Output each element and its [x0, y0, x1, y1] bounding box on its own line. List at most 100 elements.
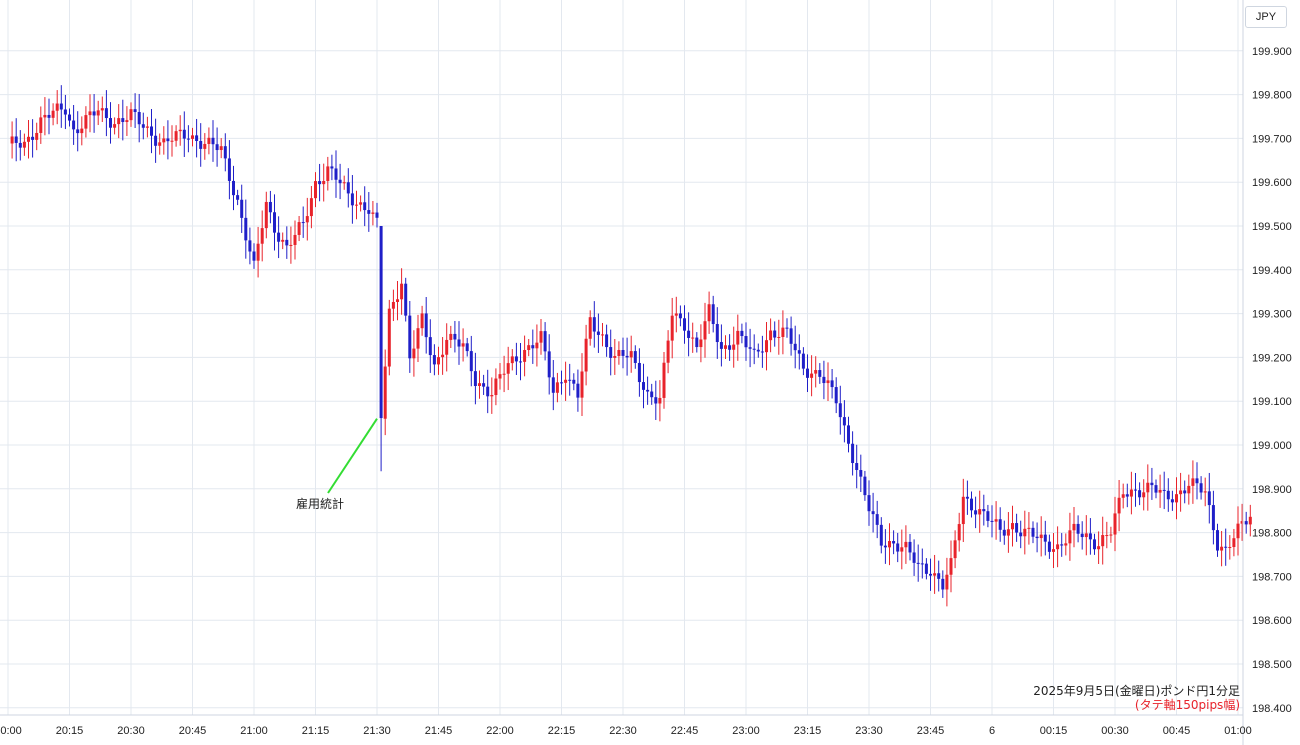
candle-body: [1084, 533, 1088, 538]
candle-body: [945, 574, 949, 590]
candle-body: [482, 383, 486, 387]
candle-body: [55, 103, 59, 111]
candle-body: [10, 136, 14, 144]
candle-body: [1199, 483, 1203, 493]
x-tick-label: 20:45: [179, 725, 207, 737]
candle-body: [383, 366, 387, 419]
candle-body: [1056, 544, 1060, 550]
candle-body: [588, 317, 592, 339]
candle-body: [461, 343, 465, 347]
candle-body: [810, 373, 814, 378]
candle-body: [703, 321, 707, 340]
candle-body: [535, 342, 539, 349]
candle-body: [158, 142, 162, 146]
candle-body: [855, 463, 859, 471]
candle-body: [109, 118, 112, 128]
candle-body: [797, 350, 801, 354]
candle-body: [236, 195, 240, 200]
x-tick-label: 23:15: [794, 725, 822, 737]
candle-body: [781, 327, 785, 337]
candle-body: [408, 315, 412, 359]
candle-body: [1142, 492, 1146, 498]
candle-body: [178, 129, 182, 132]
candle-body: [420, 313, 424, 329]
candle-body: [724, 345, 727, 349]
currency-button[interactable]: JPY: [1245, 6, 1287, 28]
candle-body: [318, 181, 322, 185]
x-tick-label: 00:45: [1163, 725, 1191, 737]
candle-body: [1138, 490, 1142, 498]
candle-body: [678, 313, 682, 319]
candle-body: [14, 136, 18, 143]
candle-body: [1039, 534, 1043, 539]
candle-body: [658, 397, 662, 404]
candle-body: [1060, 544, 1064, 546]
candle-body: [719, 342, 723, 349]
candle-body: [506, 363, 510, 374]
candle-body: [785, 327, 789, 329]
candle-body: [1097, 546, 1101, 550]
candle-body: [141, 124, 145, 128]
candle-body: [256, 243, 260, 261]
candle-body: [100, 108, 104, 111]
candle-body: [281, 239, 285, 242]
candle-body: [871, 511, 875, 515]
time-axis: 20:00 20:15 20:30 20:45 21:00 21:15 21:30 21:45…: [0, 725, 1252, 737]
candle-body: [543, 331, 547, 352]
candle-body: [629, 351, 633, 358]
candle-body: [806, 368, 809, 378]
candle-body: [994, 519, 998, 522]
candle-body: [904, 541, 908, 548]
candle-body: [1240, 521, 1244, 524]
candle-body: [674, 313, 678, 316]
candle-body: [31, 136, 35, 140]
candle-body: [859, 470, 863, 477]
candle-body: [531, 345, 535, 349]
candle-body: [367, 210, 371, 214]
candle-body: [72, 120, 76, 130]
candle-body: [879, 524, 883, 546]
candle-body: [625, 355, 629, 358]
candle-body: [412, 348, 416, 359]
candle-body: [391, 301, 395, 309]
x-tick-label: 21:30: [363, 725, 391, 737]
candle-body: [145, 126, 149, 128]
candle-body: [773, 330, 777, 338]
x-tick-label: 23:45: [917, 725, 945, 737]
candle-body: [929, 573, 932, 576]
candle-body: [613, 356, 617, 358]
candle-body: [814, 370, 818, 374]
candle-body: [273, 212, 276, 233]
candle-body: [182, 129, 186, 139]
candle-body: [736, 330, 740, 345]
candle-body: [519, 361, 522, 363]
candle-body: [27, 136, 30, 142]
candle-body: [39, 117, 43, 133]
candle-body: [400, 283, 404, 300]
candle-body: [35, 132, 39, 140]
candle-body: [117, 118, 121, 125]
candle-body: [875, 514, 879, 525]
y-tick-label: 199.400: [1252, 265, 1292, 277]
candle-body: [203, 143, 207, 149]
candle-body: [322, 180, 326, 185]
candle-body: [1248, 516, 1252, 525]
candle-series: [10, 85, 1252, 607]
candle-body: [80, 128, 84, 134]
chart-title: 2025年9月5日(金曜日)ポンド円1分足: [1033, 684, 1240, 698]
candle-body: [342, 182, 346, 184]
candle-body: [416, 328, 420, 349]
candle-body: [863, 476, 867, 496]
candle-body: [982, 509, 986, 512]
candle-body: [355, 204, 358, 206]
candle-body: [818, 370, 822, 377]
candle-body: [580, 371, 584, 398]
candle-body: [92, 111, 96, 116]
candle-body: [666, 340, 670, 363]
candle-body: [76, 129, 80, 134]
candle-body: [305, 216, 309, 223]
candle-body: [584, 338, 588, 372]
candle-body: [1216, 530, 1219, 551]
candle-body: [43, 114, 47, 118]
